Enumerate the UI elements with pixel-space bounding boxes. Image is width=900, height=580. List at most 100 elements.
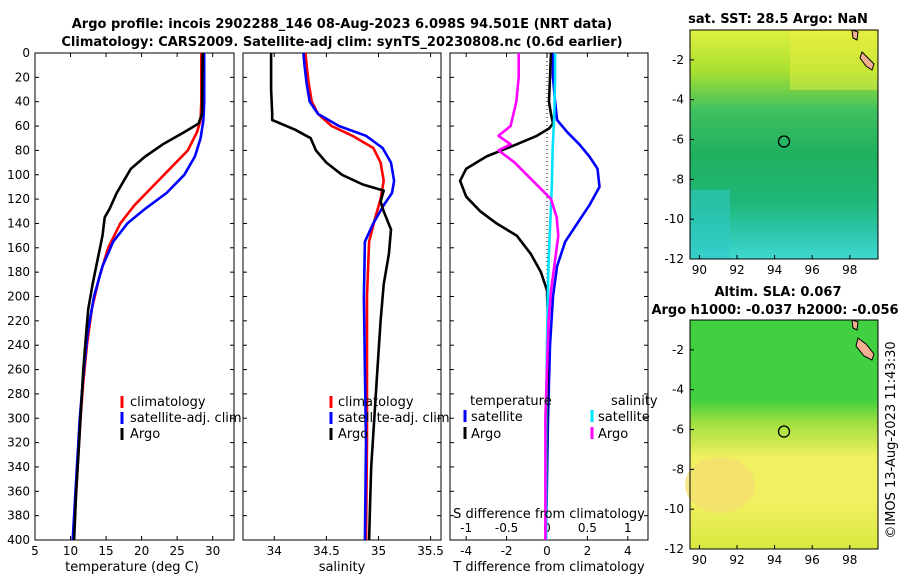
- depth-tick-label: 360: [7, 484, 30, 498]
- depth-tick-label: 160: [7, 241, 30, 255]
- x-tick-label: 35: [371, 544, 386, 558]
- depth-tick-label: 220: [7, 314, 30, 328]
- difference-xlabel-top: S difference from climatology: [453, 507, 645, 522]
- sst-map-land-2: [859, 51, 875, 71]
- x-tick-label: 10: [63, 544, 78, 558]
- salinity-legend: climatology satellite-adj. clim Argo: [329, 395, 450, 442]
- series-line-t-argo: [458, 52, 555, 541]
- main-title-line2: Climatology: CARS2009. Satellite-adj cli…: [61, 35, 622, 50]
- depth-tick-label: 20: [15, 70, 30, 84]
- depth-tick-label: 180: [7, 265, 30, 279]
- map-x-tick-label: 92: [729, 263, 744, 277]
- salinity-legend-climatology: climatology: [338, 395, 414, 410]
- map-x-tick-label: 96: [805, 263, 820, 277]
- x-tick-label: 35.5: [417, 544, 444, 558]
- depth-tick-label: 260: [7, 363, 30, 377]
- x-tick-label: 5: [31, 544, 39, 558]
- map-x-tick-label: 90: [692, 263, 707, 277]
- sla-map-field: [690, 320, 878, 549]
- map-axes: 90 92 94 96 98 -2 -4 -6 -8 -10 -12 90 92 94 96 98 -2 -4 -6…: [664, 29, 879, 567]
- x-tick-label: 2: [584, 544, 592, 558]
- map-y-tick-label: -8: [672, 172, 684, 186]
- salinity-legend-argo: Argo: [338, 427, 368, 442]
- map-y-tick-label: -12: [664, 252, 684, 266]
- map-x-tick-label: 96: [805, 553, 820, 567]
- sst-map: [690, 29, 878, 259]
- temperature-frame: [34, 52, 235, 541]
- salinity-xlabel: salinity: [319, 560, 366, 575]
- difference-legend-t-satellite: satellite: [471, 410, 523, 425]
- difference-legend-temperature-header: temperature: [470, 394, 552, 409]
- map-x-tick-label: 94: [767, 553, 782, 567]
- x-tick-label: -4: [460, 544, 472, 558]
- x-tick-label: 4: [624, 544, 632, 558]
- map-x-tick-label: 98: [842, 553, 857, 567]
- map-x-tick-label: 94: [767, 263, 782, 277]
- map-y-tick-label: -12: [664, 542, 684, 556]
- x-tick-label: 20: [134, 544, 149, 558]
- temperature-panel: 5 10 15 20 25 30: [31, 52, 235, 558]
- sla-map-frame: [689, 319, 879, 550]
- map-y-tick-label: -4: [672, 93, 684, 107]
- salinity-panel: 34 34.5 35 35.5: [242, 52, 444, 558]
- temperature-legend-argo: Argo: [130, 427, 160, 442]
- difference-legend-t-argo: Argo: [471, 427, 501, 442]
- x-tick-label: 30: [205, 544, 220, 558]
- depth-tick-label: 120: [7, 192, 30, 206]
- map-x-tick-label: 92: [729, 553, 744, 567]
- sla-map-title-line1: Altim. SLA: 0.067: [715, 285, 842, 300]
- x-tick-label: 15: [98, 544, 113, 558]
- series-line-t-satellite: [544, 53, 601, 541]
- difference-legend-s-satellite: satellite: [598, 410, 650, 425]
- x-tick-label: 34: [267, 544, 282, 558]
- map-y-tick-label: -6: [672, 133, 684, 147]
- depth-tick-label: 100: [7, 168, 30, 182]
- x-tick-label: -2: [501, 544, 513, 558]
- map-x-tick-label: 98: [842, 263, 857, 277]
- depth-axis: 0 20 40 60 80 100 120 140 160 180 200 220 240 260 280 3…: [7, 46, 30, 547]
- depth-tick-label: 240: [7, 338, 30, 352]
- sla-map-title-line2: Argo h1000: -0.037 h2000: -0.056: [651, 303, 898, 318]
- depth-tick-label: 380: [7, 509, 30, 523]
- map-y-tick-label: -6: [672, 423, 684, 437]
- depth-tick-label: 0: [22, 46, 30, 60]
- depth-tick-label: 60: [15, 119, 30, 133]
- difference-legend: temperature salinity satellite Argo sate…: [463, 394, 658, 442]
- depth-tick-label: 80: [15, 143, 30, 157]
- x-tick-label: 25: [170, 544, 185, 558]
- difference-xlabel: T difference from climatology: [452, 560, 645, 575]
- sla-map-land-2: [855, 337, 875, 361]
- difference-panel: -4 -2 0 2 4-1 -0.5 0 0.5 1: [449, 52, 649, 558]
- depth-tick-label: 400: [7, 533, 30, 547]
- sst-map-frame: [689, 29, 879, 260]
- s-tick-label: 1: [624, 521, 632, 535]
- sst-map-title: sat. SST: 28.5 Argo: NaN: [688, 12, 868, 27]
- x-tick-label: 34.5: [313, 544, 340, 558]
- s-tick-label: -1: [460, 521, 472, 535]
- argo-float-marker: [777, 135, 791, 148]
- credit-text: ©IMOS 13-Aug-2023 11:43:30: [884, 341, 899, 538]
- sst-map-cool-patch: [690, 190, 730, 259]
- series-line-satellite-adj-clim: [71, 53, 206, 541]
- s-tick-label: -0.5: [495, 521, 518, 535]
- series-line-argo: [269, 53, 393, 541]
- temperature-legend-satellite: satellite-adj. clim: [130, 411, 242, 426]
- depth-tick-label: 340: [7, 460, 30, 474]
- depth-tick-label: 280: [7, 387, 30, 401]
- map-x-tick-label: 90: [692, 553, 707, 567]
- sla-map-land: [851, 319, 859, 331]
- series-line-climatology: [304, 52, 386, 541]
- map-y-tick-label: -10: [664, 502, 684, 516]
- map-y-tick-label: -2: [672, 53, 684, 67]
- sst-map-land: [851, 29, 859, 41]
- map-y-tick-label: -4: [672, 383, 684, 397]
- x-tick-label: 0: [543, 544, 551, 558]
- temperature-legend: climatology satellite-adj. clim Argo: [120, 395, 242, 442]
- difference-legend-s-argo: Argo: [598, 427, 628, 442]
- depth-tick-label: 300: [7, 411, 30, 425]
- series-line-argo: [72, 52, 204, 541]
- map-y-tick-label: -10: [664, 212, 684, 226]
- sla-map: [685, 319, 878, 549]
